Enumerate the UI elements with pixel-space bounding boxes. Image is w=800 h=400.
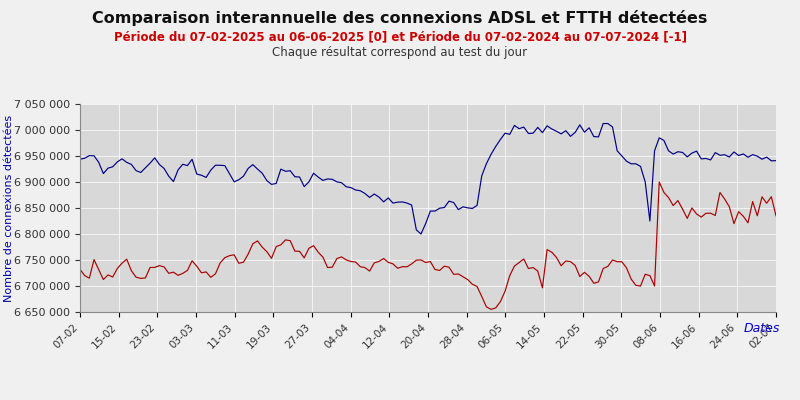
- Text: Comparaison interannuelle des connexions ADSL et FTTH détectées: Comparaison interannuelle des connexions…: [92, 10, 708, 26]
- Y-axis label: Nombre de connexions détectées: Nombre de connexions détectées: [3, 114, 14, 302]
- Text: Chaque résultat correspond au test du jour: Chaque résultat correspond au test du jo…: [273, 46, 527, 59]
- Text: Période du 07-02-2025 au 06-06-2025 [0] et Période du 07-02-2024 au 07-07-2024 [: Période du 07-02-2025 au 06-06-2025 [0] …: [114, 30, 686, 43]
- Text: Dates: Dates: [744, 322, 780, 335]
